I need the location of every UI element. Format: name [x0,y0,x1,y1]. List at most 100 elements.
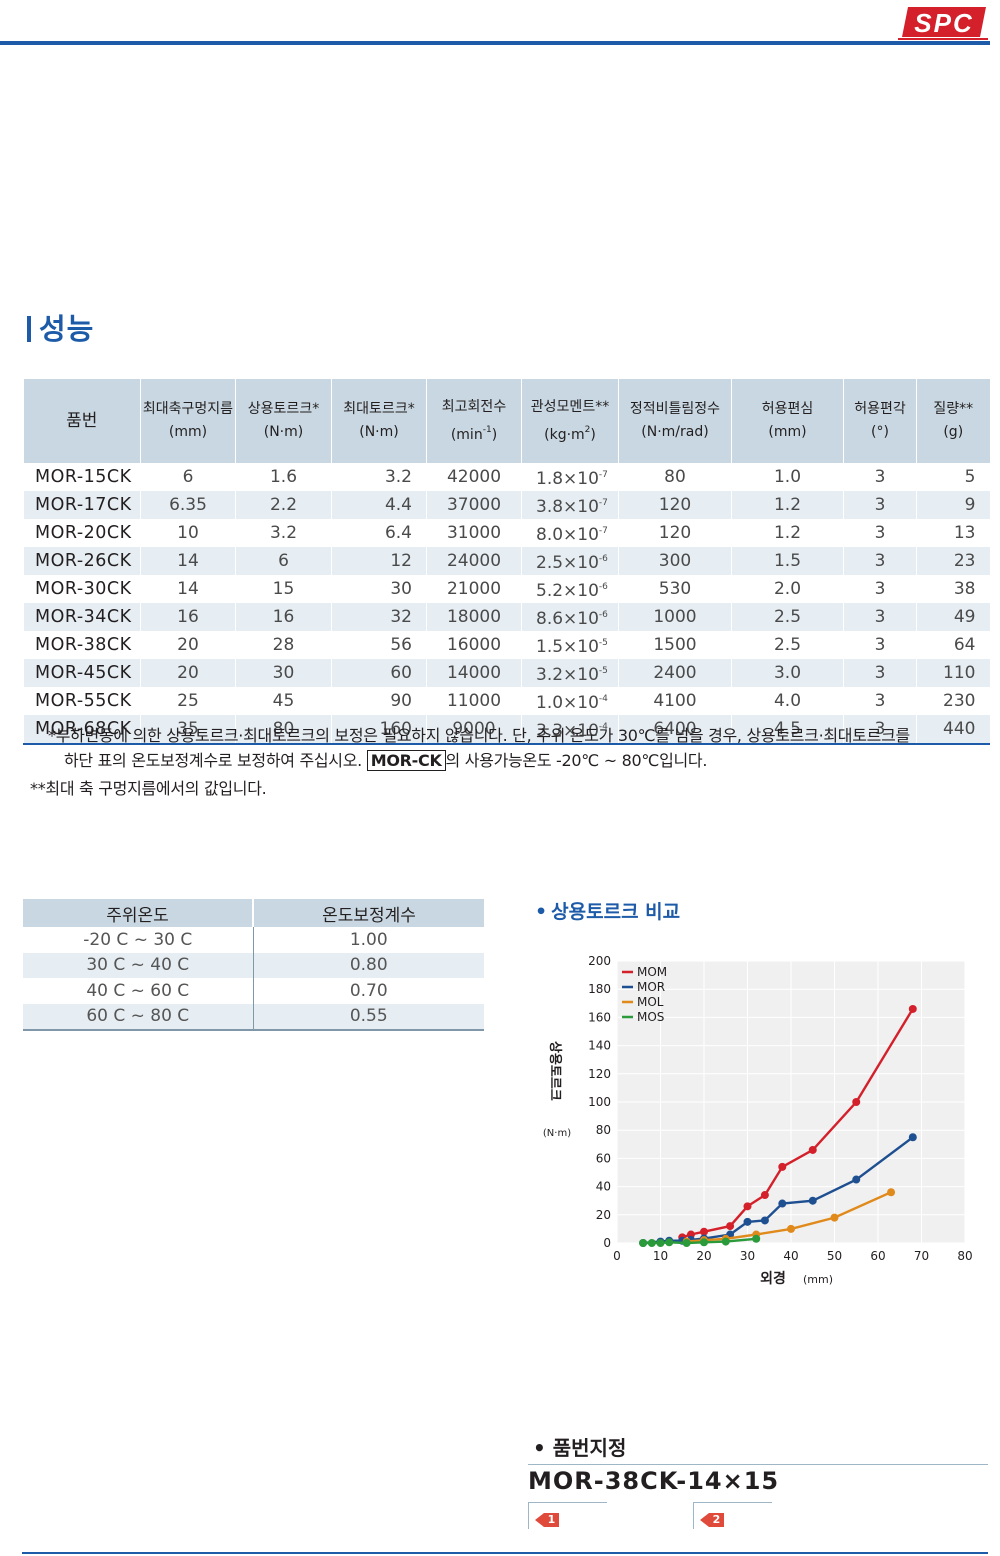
header-rule [0,41,990,45]
cell-inertia: 3.3×10-4 [521,715,619,745]
data-point-mor [808,1196,817,1205]
cell-mt: 32 [331,603,427,631]
y-tick-label: 40 [596,1180,611,1194]
header-unit-close: ) [491,426,498,443]
inertia-mantissa: 3.3×10 [536,721,599,741]
cell-ang: 3 [843,575,917,603]
header-unit: (N·m/rad) [641,424,709,440]
part-number-title-text: 품번지정 [552,1436,627,1460]
header-unit-exponent: 2 [584,424,591,435]
cell-bore: 16 [140,603,236,631]
legend-label: MOR [637,980,665,994]
section-title: 성능 [27,306,94,348]
y-tick-label: 180 [588,982,611,996]
cell-pn: MOR-45CK [23,659,141,687]
y-tick-label: 80 [596,1123,611,1137]
y-tick-label: 20 [596,1208,611,1222]
y-tick-label: 0 [603,1236,611,1250]
inertia-exponent: -4 [598,722,608,732]
cell-bore: 35 [140,715,236,745]
cell-ang: 3 [843,687,917,715]
cell-rt: 30 [235,659,332,687]
cell-pn: MOR-30CK [23,575,141,603]
cell-ecc: 1.5 [731,547,844,575]
cell-rpm: 31000 [426,519,522,547]
cell-mt: 160 [331,715,427,745]
cell-rt: 80 [235,715,332,745]
spec-header: 허용편각 (°) [843,379,917,463]
inertia-exponent: -6 [598,582,608,592]
y-axis-unit: (N·m) [543,1128,571,1139]
header-unit-close: ) [590,426,596,443]
cell-ecc: 2.5 [731,603,844,631]
data-point-mom [726,1222,735,1231]
series-line-mom [681,1008,914,1239]
cell-inertia: 1.8×10-7 [521,463,619,491]
data-point-mos [639,1239,648,1247]
data-point-mom [700,1227,708,1236]
cell-pn: MOR-38CK [23,631,141,659]
marker-arrow-icon [535,1513,544,1527]
data-point-mos [752,1234,761,1243]
header-unit: (g) [943,424,964,440]
cell-rpm: 42000 [426,463,522,491]
spec-header: 최대토르크* (N·m) [331,379,427,463]
data-point-mor [852,1175,861,1184]
cell-rt: 1.6 [235,463,332,491]
cell-ang: 3 [843,491,917,519]
y-tick-label: 160 [588,1010,611,1024]
cell-ecc: 4.5 [731,715,844,745]
marker-2: 2 [693,1502,772,1529]
header-unit: (mm) [168,424,208,440]
cell-mass: 49 [916,603,990,631]
cell-ecc: 3.0 [731,659,844,687]
cell-pn: MOR-17CK [23,491,141,519]
cell-mass: 9 [916,491,990,519]
cell-mt: 4.4 [331,491,427,519]
note-2-text-a: 하단 표의 온도보정계수로 보정하여 주십시오. [64,751,362,770]
note-2: 하단 표의 온도보정계수로 보정하여 주십시오. MOR-CK 의 사용가능온도 … [64,747,707,771]
cell-ang: 3 [843,631,917,659]
header-unit: (°) [871,424,889,440]
cell-range: -20 C ~ 30 C [83,929,193,950]
footer-rule [22,1552,988,1554]
data-point-mol [830,1213,839,1222]
data-point-mol [887,1188,896,1197]
spec-header: 허용편심 (mm) [731,379,844,463]
cell-stiff: 1500 [618,631,732,659]
inertia-mantissa: 1.5×10 [536,637,599,657]
cell-mt: 60 [331,659,427,687]
torque-comparison-chart: 0 10 20 30 40 50 60 70 80 0 20 40 60 80 100 120 140 160 18… [543,954,973,1287]
marker-number: 2 [709,1513,724,1527]
marker-arrow-icon [700,1513,709,1527]
table-row: MOR-20CK 10 3.2 6.4 31000 8.0×10-7 120 1.2 3 13 [23,519,990,547]
table-row: 40 C ~ 60 C 0.70 [23,978,484,1004]
cell-mass: 13 [916,519,990,547]
cell-ecc: 2.5 [731,631,844,659]
data-point-mol [787,1224,795,1233]
cell-stiff: 1000 [618,603,732,631]
cell-ang: 3 [843,603,917,631]
cell-rt: 15 [235,575,332,603]
spec-header: 상용토르크* (N·m) [235,379,332,463]
cell-pn: MOR-55CK [23,687,141,715]
table-row: 60 C ~ 80 C 0.55 [23,1003,484,1031]
cell-stiff: 80 [618,463,732,491]
y-tick-label: 60 [596,1151,611,1165]
chart-title: • 상용토르크 비교 [535,897,680,924]
inertia-mantissa: 1.8×10 [536,469,599,489]
note-1: *부하변동에 의한 상용토르크·최대토르크의 보정은 필요하지 않습니다. 단,… [48,726,910,745]
cell-rpm: 9000 [426,715,522,745]
table-row: 30 C ~ 40 C 0.80 [23,952,484,978]
table-row: MOR-34CK 16 16 32 18000 8.6×10-6 1000 2.5 3 49 [23,603,990,631]
cell-ang: 3 [843,463,917,491]
data-point-mor [743,1217,752,1226]
table-row: MOR-38CK 20 28 56 16000 1.5×10-5 1500 2.5 3 64 [23,631,990,659]
data-point-mom [808,1145,817,1154]
header-label: 최고회전수 [441,398,507,415]
cell-pn: MOR-15CK [23,463,141,491]
inertia-mantissa: 8.6×10 [536,609,599,629]
header-label: 관성모멘트** [530,398,610,415]
cell-mt: 56 [331,631,427,659]
